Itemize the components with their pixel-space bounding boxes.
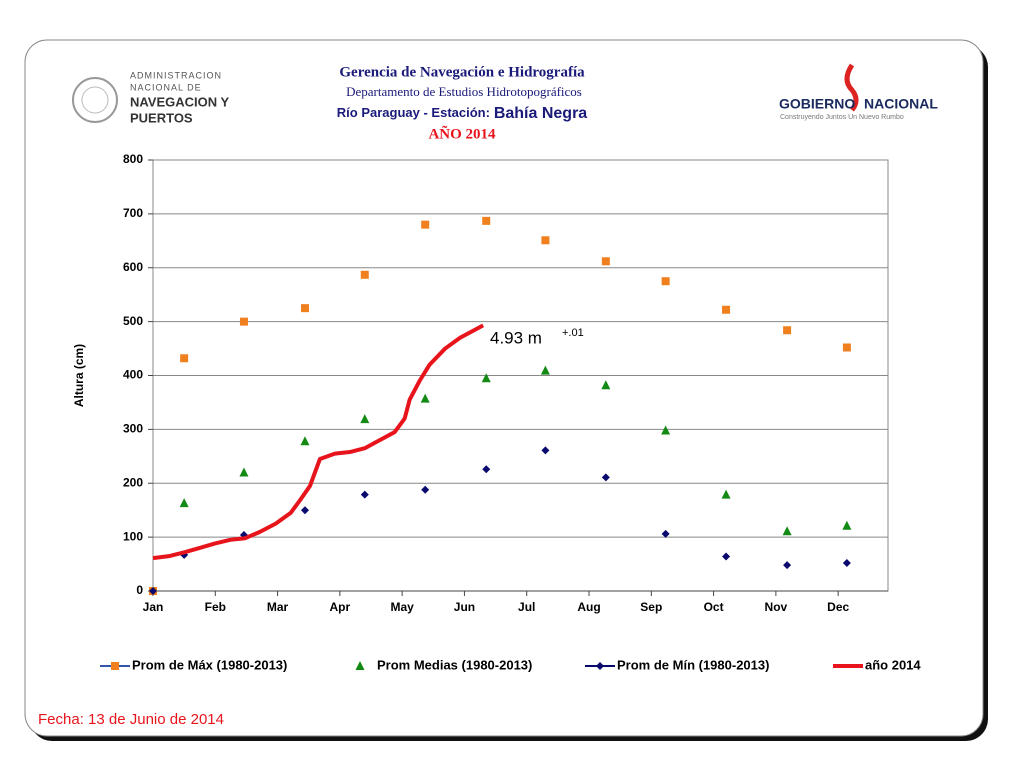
- marker-diamond: [601, 473, 610, 482]
- gov-logo: NACIONAL: [864, 96, 938, 112]
- title: Gerencia de Navegación e Hidrografía: [339, 64, 585, 80]
- marker-diamond: [421, 485, 430, 494]
- y-tick-label: 700: [123, 206, 143, 220]
- marker-square: [601, 257, 610, 266]
- marker-square: [360, 270, 369, 279]
- marker-triangle: [842, 520, 852, 530]
- marker-diamond: [842, 558, 851, 567]
- annotation: 4.93 m: [490, 328, 542, 347]
- logo-text: ADMINISTRACION: [130, 70, 222, 80]
- station-line: Río Paraguay - Estación: Bahía Negra: [337, 105, 588, 123]
- marker-square: [482, 216, 491, 225]
- marker-diamond: [300, 506, 309, 515]
- marker-diamond: [661, 529, 670, 538]
- emblem-inner: [81, 86, 109, 114]
- y-tick-label: 800: [123, 152, 143, 166]
- marker-diamond: [722, 552, 731, 561]
- legend-label: Prom de Máx (1980-2013): [132, 657, 287, 672]
- marker-triangle: [420, 393, 430, 403]
- marker-diamond: [149, 587, 157, 595]
- y-tick-label: 300: [123, 422, 143, 436]
- marker-triangle: [540, 365, 550, 375]
- gov-mark: [844, 63, 859, 112]
- marker-triangle: [300, 436, 310, 446]
- marker-square: [661, 277, 670, 286]
- marker-triangle: [782, 526, 792, 536]
- marker-diamond: [541, 446, 550, 455]
- marker-square: [180, 354, 189, 363]
- logo-text: PUERTOS: [130, 110, 193, 125]
- x-tick-label: Jul: [518, 600, 535, 614]
- plot: 0 100 200 300 400 500 600 700 800 Jan Feb Mar Apr May…: [72, 152, 921, 672]
- marker-triangle: [721, 489, 731, 499]
- x-tick-label: Jan: [143, 600, 164, 614]
- y-tick-label: 0: [136, 583, 143, 597]
- marker-square: [541, 236, 550, 245]
- logo-text: NACIONAL DE: [130, 82, 202, 92]
- y-tick-label: 200: [123, 475, 143, 489]
- y-tick-label: 500: [123, 314, 143, 328]
- x-tick-label: Mar: [267, 600, 289, 614]
- legend-label: Prom de Mín (1980-2013): [617, 657, 769, 672]
- gov-logo: GOBIERNO: [779, 96, 855, 112]
- marker-square: [239, 317, 248, 326]
- x-tick-label: Nov: [765, 600, 788, 614]
- marker-triangle: [355, 661, 365, 670]
- emblem: [72, 77, 118, 123]
- y-tick-label: 600: [123, 260, 143, 274]
- marker-triangle: [179, 498, 189, 508]
- x-tick-label: Dec: [827, 600, 849, 614]
- gov-tagline: Construyendo Juntos Un Nuevo Rumbo: [780, 114, 904, 121]
- marker-square: [783, 326, 792, 335]
- y-axis-label: Altura (cm): [72, 344, 86, 407]
- marker-diamond: [482, 465, 491, 474]
- logo-text: NAVEGACION Y: [130, 94, 230, 109]
- card: [24, 39, 984, 737]
- marker-square: [111, 662, 119, 670]
- marker-triangle: [481, 373, 491, 383]
- line-2014: [152, 323, 485, 561]
- marker-triangle: [661, 425, 671, 435]
- x-tick-label: Aug: [577, 600, 600, 614]
- year: AÑO 2014: [428, 124, 496, 142]
- marker-triangle: [601, 380, 611, 390]
- station-prefix: Río Paraguay - Estación:: [337, 105, 490, 120]
- date: Fecha: 13 de Junio de 2014: [38, 711, 224, 728]
- marker-triangle: [239, 467, 249, 477]
- marker-square: [300, 304, 309, 313]
- marker-diamond: [360, 490, 369, 499]
- legend-label: Prom Medias (1980-2013): [377, 657, 532, 672]
- x-tick-label: Sep: [640, 600, 662, 614]
- legend-label: año 2014: [865, 657, 921, 672]
- y-tick-label: 100: [123, 529, 143, 543]
- subtitle: Departamento de Estudios Hidrotopográfic…: [346, 84, 582, 99]
- marker-square: [842, 343, 851, 352]
- x-tick-label: May: [390, 600, 414, 614]
- marker-diamond: [783, 561, 792, 570]
- marker-square: [722, 305, 731, 314]
- y-tick-label: 400: [123, 368, 143, 382]
- x-tick-label: Feb: [205, 600, 226, 614]
- marker-diamond: [596, 662, 604, 670]
- marker-triangle: [360, 414, 370, 424]
- marker-square: [421, 220, 430, 229]
- x-tick-label: Apr: [330, 600, 351, 614]
- annotation-sup: +.01: [562, 327, 584, 339]
- station: Bahía Negra: [494, 105, 587, 122]
- x-tick-label: Jun: [454, 600, 475, 614]
- x-tick-label: Oct: [704, 600, 724, 614]
- left-logo: ADMINISTRACION NACIONAL DE NAVEGACION Y …: [130, 70, 230, 125]
